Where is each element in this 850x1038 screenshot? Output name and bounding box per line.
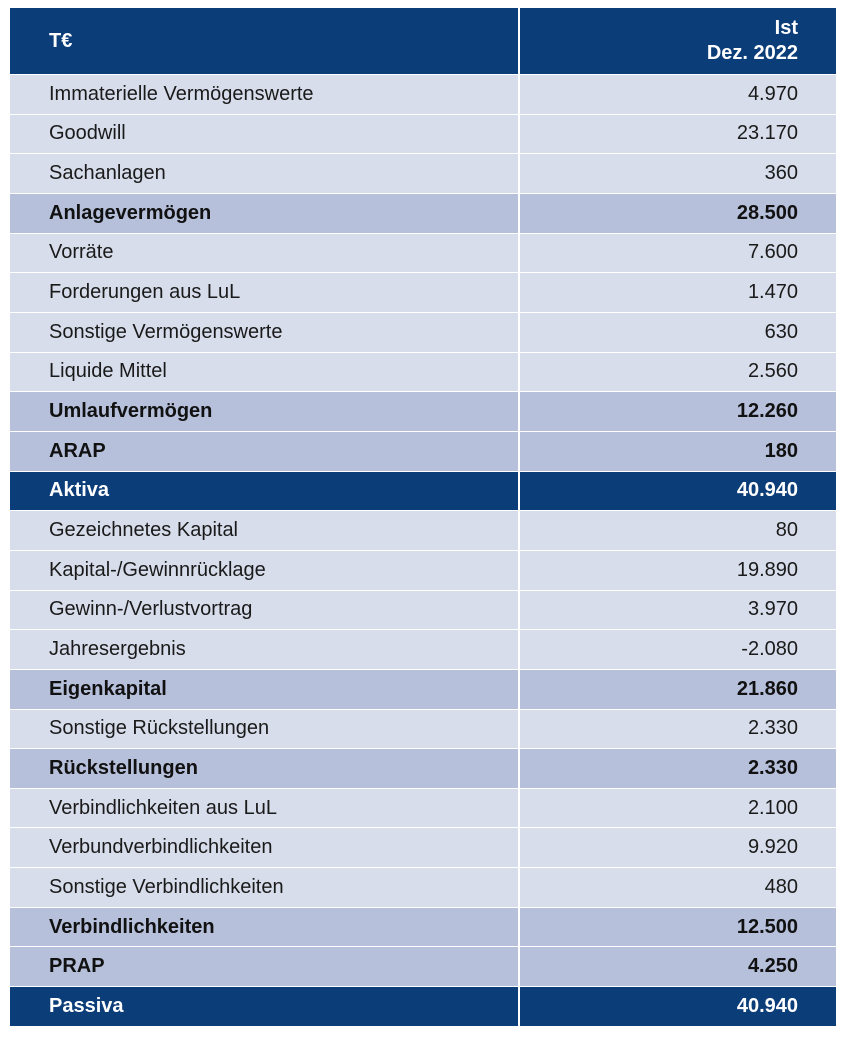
row-value: 19.890 xyxy=(736,558,798,581)
row-label: Immaterielle Vermögenswerte xyxy=(10,75,520,114)
row-label: Sonstige Vermögenswerte xyxy=(10,312,520,352)
row-value: 2.100 xyxy=(747,796,798,819)
header-value-line: Dez. 2022 xyxy=(706,42,798,64)
row-value: 40.940 xyxy=(736,479,798,502)
row-label: Jahresergebnis xyxy=(10,630,520,669)
row-label: Aktiva xyxy=(10,471,520,511)
row-value: 1.470 xyxy=(747,281,798,304)
item-row: Gezeichnetes Kapital 80 xyxy=(10,511,836,551)
row-value: 12.500 xyxy=(736,915,798,938)
item-row: Jahresergebnis -2.080 xyxy=(10,630,836,670)
item-row: Kapital-/Gewinnrücklage 19.890 xyxy=(10,550,836,591)
row-value: 12.260 xyxy=(736,400,798,423)
row-value: 480 xyxy=(764,875,798,898)
subtotal-row: Eigenkapital 21.860 xyxy=(10,669,836,710)
row-label: Kapital-/Gewinnrücklage xyxy=(10,550,520,590)
header-value: Ist Dez. 2022 xyxy=(520,8,836,74)
row-value: 80 xyxy=(775,519,798,542)
row-value: 7.600 xyxy=(747,241,798,264)
item-row: Gewinn-/Verlustvortrag 3.970 xyxy=(10,590,836,631)
row-value: 2.560 xyxy=(747,360,798,383)
subtotal-row: Rückstellungen 2.330 xyxy=(10,749,836,789)
row-label: Eigenkapital xyxy=(10,669,520,709)
row-value: 3.970 xyxy=(747,598,798,621)
item-row: Verbundverbindlichkeiten 9.920 xyxy=(10,828,836,869)
row-label: Umlaufvermögen xyxy=(10,392,520,431)
header-row: T€ Ist Dez. 2022 xyxy=(10,8,836,75)
item-row: Verbindlichkeiten aus LuL 2.100 xyxy=(10,788,836,829)
row-label: Sonstige Rückstellungen xyxy=(10,709,520,749)
row-label: Verbundverbindlichkeiten xyxy=(10,828,520,868)
balance-table: T€ Ist Dez. 2022 Immaterielle Vermögensw… xyxy=(10,8,836,1027)
row-value: 360 xyxy=(764,162,798,185)
item-row: Sonstige Vermögenswerte 630 xyxy=(10,312,836,353)
row-label: Passiva xyxy=(10,987,520,1026)
row-label: Goodwill xyxy=(10,114,520,154)
row-value: 40.940 xyxy=(736,994,798,1017)
item-row: Goodwill 23.170 xyxy=(10,114,836,155)
item-row: Sonstige Verbindlichkeiten 480 xyxy=(10,868,836,908)
item-row: Sonstige Rückstellungen 2.330 xyxy=(10,709,836,750)
row-value: 2.330 xyxy=(747,717,798,740)
row-label: Rückstellungen xyxy=(10,749,520,788)
row-label: Sonstige Verbindlichkeiten xyxy=(10,868,520,907)
item-row: Sachanlagen 360 xyxy=(10,154,836,194)
row-value: 9.920 xyxy=(747,836,798,859)
row-label: Verbindlichkeiten aus LuL xyxy=(10,788,520,828)
subtotal-row: Anlagevermögen 28.500 xyxy=(10,193,836,234)
row-value: 21.860 xyxy=(736,677,798,700)
row-value: 4.250 xyxy=(747,955,798,978)
row-value: 28.500 xyxy=(736,201,798,224)
total-row: Passiva 40.940 xyxy=(10,987,836,1027)
item-row: Liquide Mittel 2.560 xyxy=(10,352,836,393)
row-label: Sachanlagen xyxy=(10,154,520,193)
total-row: Aktiva 40.940 xyxy=(10,471,836,512)
row-label: ARAP xyxy=(10,431,520,471)
row-value: 4.970 xyxy=(747,82,798,105)
row-label: Vorräte xyxy=(10,233,520,273)
subtotal-row: Umlaufvermögen 12.260 xyxy=(10,392,836,432)
item-row: Forderungen aus LuL 1.470 xyxy=(10,273,836,313)
row-value: 180 xyxy=(764,439,798,462)
subtotal-row: Verbindlichkeiten 12.500 xyxy=(10,907,836,948)
row-value: 23.170 xyxy=(736,122,798,145)
row-value: -2.080 xyxy=(741,638,798,661)
item-row: Immaterielle Vermögenswerte 4.970 xyxy=(10,75,836,115)
row-label: Gezeichnetes Kapital xyxy=(10,511,520,550)
subtotal-row: PRAP 4.250 xyxy=(10,947,836,988)
row-value: 2.330 xyxy=(747,756,798,779)
row-label: Gewinn-/Verlustvortrag xyxy=(10,590,520,630)
subtotal-row: ARAP 180 xyxy=(10,431,836,472)
row-label: Forderungen aus LuL xyxy=(10,273,520,312)
row-label: Verbindlichkeiten xyxy=(10,907,520,947)
row-label: Anlagevermögen xyxy=(10,193,520,233)
row-label: PRAP xyxy=(10,947,520,987)
row-label: Liquide Mittel xyxy=(10,352,520,392)
header-label: T€ xyxy=(10,8,520,74)
header-value-line: Ist xyxy=(774,17,798,39)
row-value: 630 xyxy=(764,320,798,343)
item-row: Vorräte 7.600 xyxy=(10,233,836,274)
